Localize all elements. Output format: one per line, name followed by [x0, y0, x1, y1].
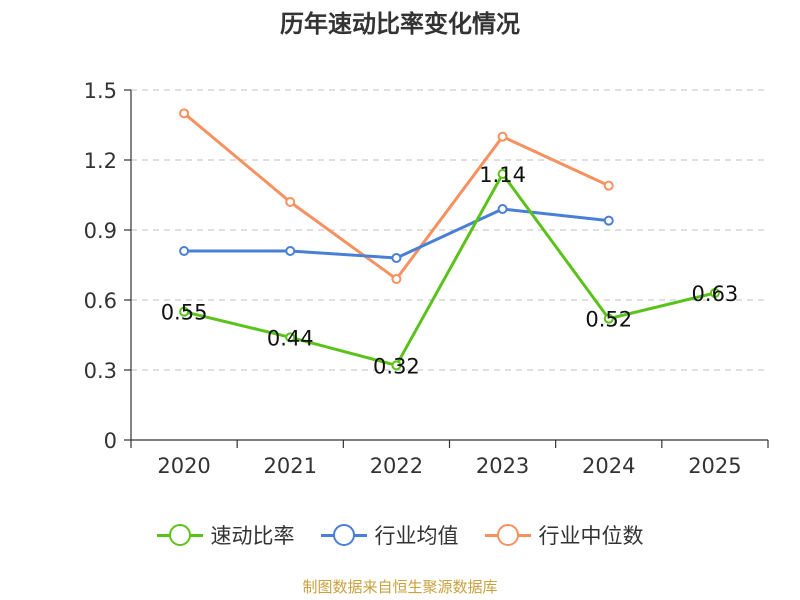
series-line: [183, 172, 716, 367]
data-label: 0.32: [373, 354, 420, 378]
data-labels: 0.55 0.44 0.32 1.14 0.52 0.63: [161, 163, 739, 378]
series-lines: [179, 108, 720, 371]
legend-label: 行业均值: [374, 524, 459, 548]
data-point[interactable]: [497, 169, 508, 179]
data-point[interactable]: [497, 131, 508, 142]
x-tick-label: 2025: [688, 454, 741, 478]
data-point[interactable]: [709, 288, 720, 298]
data-point[interactable]: [391, 274, 402, 284]
data-label: 1.14: [479, 163, 526, 187]
data-point[interactable]: [285, 332, 296, 343]
data-point[interactable]: [497, 204, 508, 214]
data-point[interactable]: [391, 360, 402, 371]
data-label: 0.63: [692, 282, 739, 306]
legend-marker-icon: [320, 523, 367, 547]
legend-label: 速动比率: [210, 524, 295, 548]
data-point[interactable]: [179, 306, 190, 317]
data-point[interactable]: [179, 108, 190, 119]
data-point[interactable]: [391, 253, 402, 263]
data-source-note: 制图数据来自恒生聚源数据库: [302, 578, 498, 596]
data-point[interactable]: [603, 313, 614, 324]
data-label: 0.52: [585, 308, 632, 332]
legend-marker-icon: [484, 523, 531, 547]
y-tick-label: 1.2: [84, 149, 117, 173]
data-point[interactable]: [603, 180, 614, 191]
y-tick-label: 0.3: [84, 359, 117, 383]
data-point[interactable]: [179, 246, 190, 256]
legend: 速动比率 行业均值 行业中位数: [0, 520, 800, 550]
x-tick-label: 2021: [264, 454, 317, 478]
data-label: 0.44: [267, 326, 314, 350]
legend-item-industry-mean[interactable]: 行业均值: [320, 520, 459, 550]
legend-marker-icon: [156, 523, 203, 547]
axes: 0 0.3 0.6 0.9 1.2 1.5 2020 2021 2022 2023 2024 2025: [84, 79, 769, 478]
legend-item-quick-ratio[interactable]: 速动比率: [156, 520, 295, 550]
chart-title: 历年速动比率变化情况: [280, 10, 520, 38]
y-tick-label: 1.5: [84, 79, 117, 103]
legend-label: 行业中位数: [538, 524, 644, 548]
data-point[interactable]: [603, 215, 614, 226]
data-point[interactable]: [285, 197, 296, 207]
data-label: 0.55: [161, 301, 208, 325]
y-tick-label: 0.6: [84, 289, 117, 313]
legend-item-industry-median[interactable]: 行业中位数: [484, 520, 644, 550]
grid-lines: [131, 89, 768, 371]
x-tick-label: 2022: [370, 454, 423, 478]
x-tick-label: 2024: [582, 454, 635, 478]
x-tick-label: 2023: [476, 454, 529, 478]
y-tick-label: 0.9: [84, 219, 117, 243]
data-point[interactable]: [285, 246, 296, 256]
y-tick-label: 0: [104, 429, 117, 453]
x-tick-label: 2020: [157, 454, 210, 478]
